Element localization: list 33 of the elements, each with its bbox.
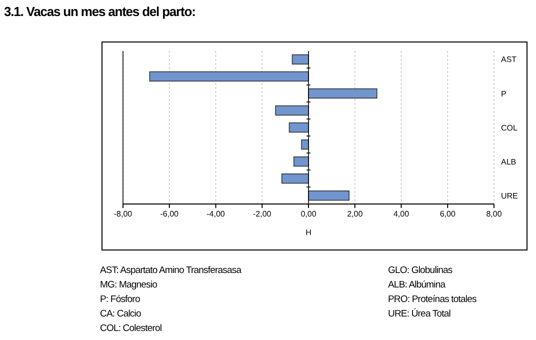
text: PRO: Proteínas totales <box>388 294 478 305</box>
x-axis-title: H <box>306 228 312 237</box>
bar <box>275 105 309 116</box>
bar <box>293 156 309 167</box>
y-tick-label: URE <box>501 191 518 200</box>
x-tick-label: 6,00 <box>440 210 456 219</box>
text: AST: Aspartato Amino Transferasasa <box>100 265 242 276</box>
x-tick-label: -6,00 <box>160 210 180 219</box>
text: MG: Magnesio <box>100 280 158 290</box>
text: ALB: Albúmina <box>388 280 446 290</box>
bar <box>308 190 350 201</box>
y-tick-label: P <box>501 89 506 98</box>
y-tick-label: COL <box>501 123 518 132</box>
y-tick-label: ALB <box>501 157 516 166</box>
x-tick-label: 2,00 <box>347 210 364 219</box>
text: P: Fósforo <box>100 294 140 305</box>
bar <box>308 88 378 99</box>
bar <box>149 71 309 82</box>
x-tick-label: 0,00 <box>300 210 317 219</box>
y-tick-label: AST <box>501 55 517 64</box>
bar <box>288 122 309 133</box>
x-tick-label: 8,00 <box>486 210 502 219</box>
bar <box>292 54 309 65</box>
chart-title: 3.1. Vacas un mes antes del parto: <box>4 4 196 19</box>
x-tick-label: 4,00 <box>393 210 410 219</box>
text: GLO: Globulinas <box>388 265 453 276</box>
text: CA: Calcio <box>100 308 141 320</box>
x-tick-label: -2,00 <box>253 210 272 219</box>
x-tick-label: -8,00 <box>114 210 133 219</box>
text: COL: Colesterol <box>100 323 162 334</box>
bar <box>281 173 309 184</box>
text: URE: Úrea Total <box>388 308 451 320</box>
x-tick-label: -4,00 <box>206 210 226 219</box>
